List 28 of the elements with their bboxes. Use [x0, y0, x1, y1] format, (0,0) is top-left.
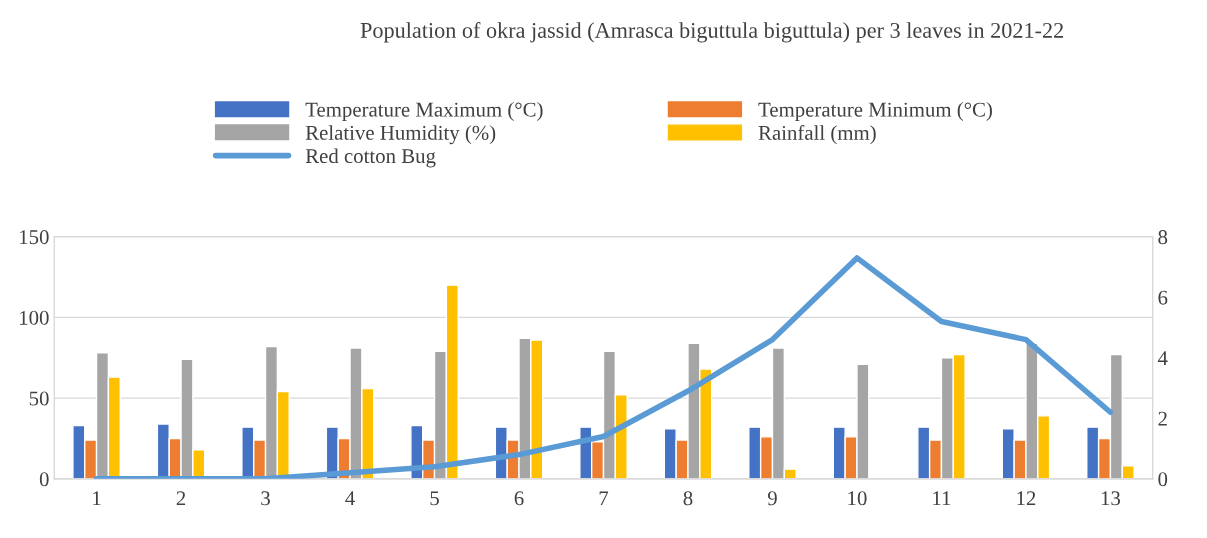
x-tick-label: 3 [261, 491, 270, 506]
x-tick-label: 9 [767, 491, 777, 506]
legend-label: Temperature Maximum (°C) [305, 102, 543, 121]
x-tick-label: 13 [1101, 491, 1121, 506]
y-tick-label: 150 [20, 230, 49, 245]
y2-tick-label: 4 [1157, 351, 1168, 365]
legend-label: Rainfall (mm) [758, 125, 876, 145]
y-tick-label: 100 [20, 310, 49, 325]
x-tick-label: 6 [514, 491, 524, 506]
x-tick-label: 5 [430, 491, 439, 506]
y-tick-label: 50 [29, 391, 49, 406]
chart-title: Population of okra jassid (Amrasca biguttula biguttula) per 3 leaves in 2021-22 [360, 22, 1063, 43]
x-tick-label: 2 [176, 491, 186, 506]
y-tick-label: 0 [39, 472, 49, 487]
x-tick-label: 11 [933, 491, 951, 506]
x-tick-label: 10 [848, 491, 867, 506]
legend-label: Relative Humidity (%) [305, 125, 496, 145]
y2-tick-label: 8 [1158, 230, 1168, 245]
x-tick-label: 7 [599, 491, 609, 506]
x-tick-label: 8 [683, 491, 693, 506]
y2-tick-label: 0 [1158, 472, 1168, 487]
x-tick-label: 1 [93, 491, 101, 506]
x-tick-label: 12 [1017, 491, 1036, 506]
y2-tick-label: 6 [1158, 290, 1168, 305]
legend-label: Red cotton Bug [305, 148, 436, 168]
legend-label: Temperature Minimum (°C) [758, 102, 992, 121]
y2-tick-label: 2 [1158, 411, 1167, 426]
x-tick-label: 4 [345, 491, 355, 506]
